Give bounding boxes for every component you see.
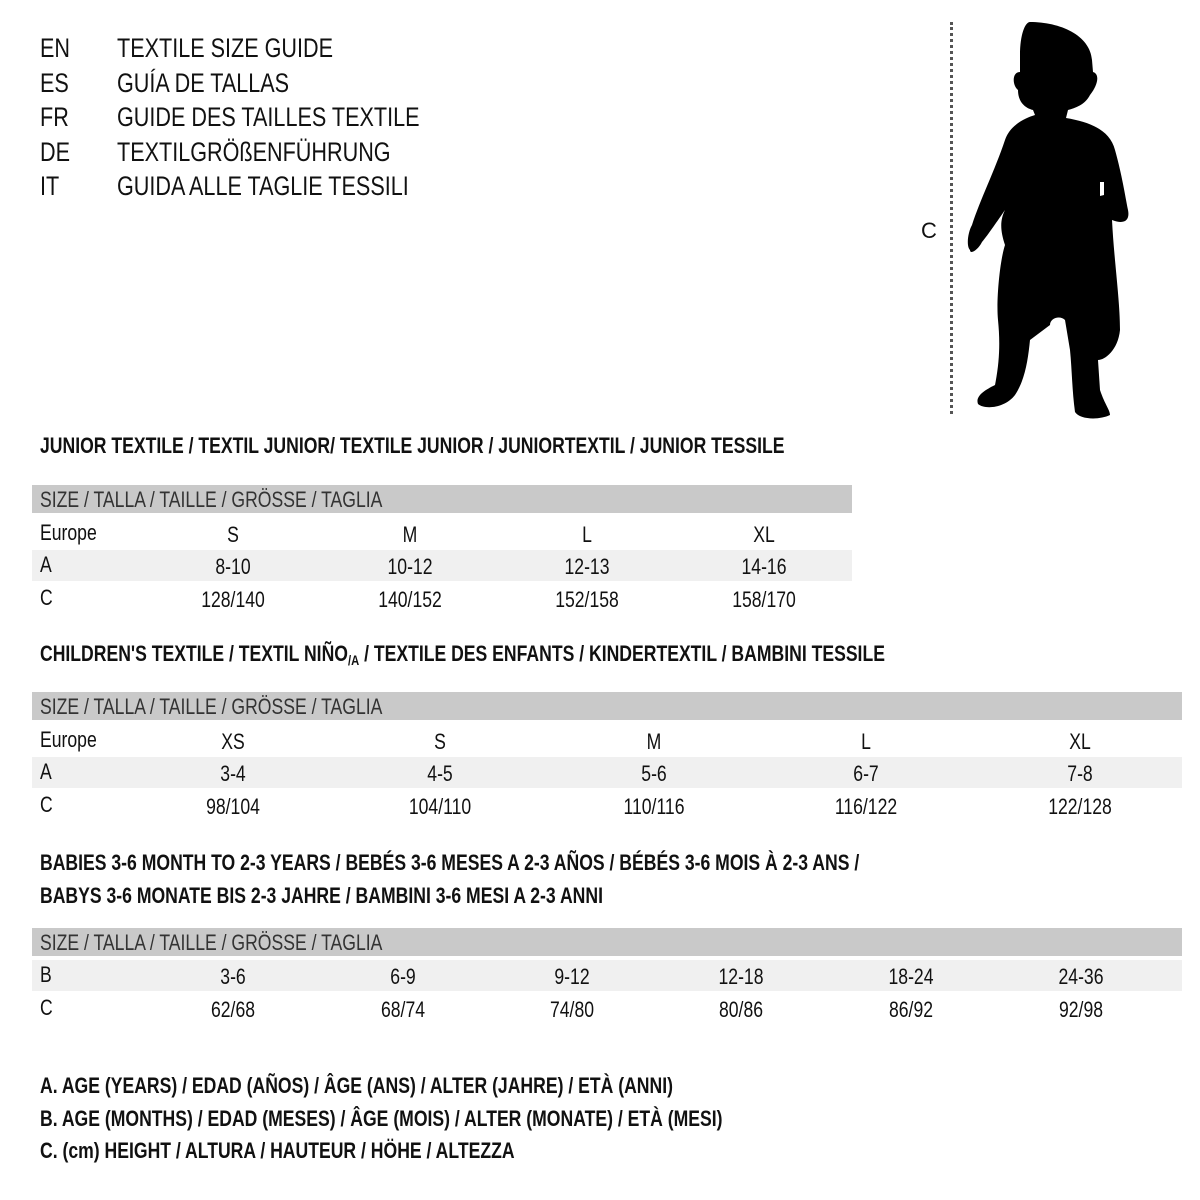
size-header-label: SIZE / TALLA / TAILLE / GRÖSSE / TAGLIA bbox=[40, 694, 383, 719]
lang-code: EN bbox=[40, 33, 71, 63]
table-cell: 92/98 bbox=[1058, 997, 1104, 1022]
table-cell: XL bbox=[753, 522, 775, 547]
row-label: Europe bbox=[40, 727, 97, 752]
table-cell: 18-24 bbox=[888, 964, 934, 989]
row-label: C bbox=[40, 585, 53, 610]
table-row: C 128/140 140/152 152/158 158/170 bbox=[32, 583, 852, 614]
table-row: Europe S M L XL bbox=[32, 518, 852, 549]
figure-label: C bbox=[921, 218, 937, 243]
legend-a: A. AGE (YEARS) / EDAD (AÑOS) / ÂGE (ANS)… bbox=[40, 1073, 673, 1098]
size-header-label: SIZE / TALLA / TAILLE / GRÖSSE / TAGLIA bbox=[40, 487, 383, 512]
lang-title: GUÍA DE TALLAS bbox=[117, 67, 290, 98]
table-cell: XS bbox=[221, 729, 245, 754]
table-cell: 104/110 bbox=[408, 794, 472, 819]
table-cell: L bbox=[582, 522, 592, 547]
table-cell: 74/80 bbox=[549, 997, 595, 1022]
table-cell: XL bbox=[1069, 729, 1091, 754]
table-row: C 98/104 104/110 110/116 116/122 122/128 bbox=[32, 790, 1182, 821]
table-cell: 8-10 bbox=[215, 554, 251, 579]
table-cell: 10-12 bbox=[387, 554, 433, 579]
lang-code: DE bbox=[40, 136, 71, 167]
table-cell: 80/86 bbox=[718, 997, 764, 1022]
size-header-label: SIZE / TALLA / TAILLE / GRÖSSE / TAGLIA bbox=[40, 930, 383, 955]
lang-code: ES bbox=[40, 67, 69, 98]
lang-title: GUIDE DES TAILLES TEXTILE bbox=[117, 102, 420, 132]
size-header-row: SIZE / TALLA / TAILLE / GRÖSSE / TAGLIA bbox=[32, 692, 1182, 720]
table-cell: 158/170 bbox=[732, 587, 796, 612]
table-cell: 6-7 bbox=[853, 761, 879, 786]
table-cell: 5-6 bbox=[641, 761, 667, 786]
table-cell: 12-18 bbox=[718, 964, 764, 989]
table-cell: 24-36 bbox=[1058, 964, 1104, 989]
children-title-part: CHILDREN'S TEXTILE / TEXTIL NIÑO bbox=[40, 641, 348, 666]
children-title-subscript: /A bbox=[347, 652, 360, 668]
table-row: B 3-6 6-9 9-12 12-18 18-24 24-36 bbox=[32, 960, 1182, 991]
table-cell: 62/68 bbox=[210, 997, 256, 1022]
babies-section-title-line2: BABYS 3-6 MONATE BIS 2-3 JAHRE / BAMBINI… bbox=[40, 883, 603, 908]
table-cell: 3-4 bbox=[220, 761, 246, 786]
table-cell: 128/140 bbox=[201, 587, 265, 612]
table-cell: M bbox=[402, 522, 418, 547]
table-cell: 110/116 bbox=[623, 794, 685, 819]
lang-code: IT bbox=[40, 171, 60, 201]
child-silhouette-icon bbox=[967, 22, 1129, 419]
table-cell: S bbox=[227, 522, 239, 547]
lang-title: TEXTILGRÖßENFÜHRUNG bbox=[117, 136, 391, 167]
table-cell: 4-5 bbox=[427, 761, 453, 786]
row-label: A bbox=[40, 759, 52, 784]
table-cell: L bbox=[861, 729, 871, 754]
measure-dotted-line bbox=[950, 22, 953, 414]
children-section-title: CHILDREN'S TEXTILE / TEXTIL NIÑO/A / TEX… bbox=[40, 641, 885, 668]
lang-code: FR bbox=[40, 102, 69, 132]
lang-title: TEXTILE SIZE GUIDE bbox=[117, 33, 334, 63]
legend-b: B. AGE (MONTHS) / EDAD (MESES) / ÂGE (MO… bbox=[40, 1106, 723, 1131]
table-cell: 140/152 bbox=[378, 587, 442, 612]
lang-title: GUIDA ALLE TAGLIE TESSILI bbox=[117, 171, 409, 201]
table-cell: M bbox=[646, 729, 662, 754]
row-label: Europe bbox=[40, 520, 97, 545]
table-cell: 3-6 bbox=[220, 964, 246, 989]
table-row: Europe XS S M L XL bbox=[32, 725, 1182, 756]
table-cell: 14-16 bbox=[741, 554, 787, 579]
table-cell: 9-12 bbox=[554, 964, 590, 989]
babies-section-title-line1: BABIES 3-6 MONTH TO 2-3 YEARS / BEBÉS 3-… bbox=[40, 850, 860, 875]
size-header-row: SIZE / TALLA / TAILLE / GRÖSSE / TAGLIA bbox=[32, 928, 1182, 956]
children-title-part: / TEXTILE DES ENFANTS / KINDERTEXTIL / B… bbox=[359, 641, 885, 666]
row-label: A bbox=[40, 552, 52, 577]
table-cell: 68/74 bbox=[380, 997, 426, 1022]
size-header-row: SIZE / TALLA / TAILLE / GRÖSSE / TAGLIA bbox=[32, 485, 852, 513]
table-cell: 116/122 bbox=[834, 794, 898, 819]
table-row: C 62/68 68/74 74/80 80/86 86/92 92/98 bbox=[32, 993, 1182, 1024]
table-cell: S bbox=[434, 729, 446, 754]
height-figure: C bbox=[900, 10, 1160, 430]
row-label: B bbox=[40, 962, 52, 987]
junior-section-title: JUNIOR TEXTILE / TEXTIL JUNIOR/ TEXTILE … bbox=[40, 433, 785, 458]
row-label: C bbox=[40, 995, 53, 1020]
table-cell: 7-8 bbox=[1067, 761, 1093, 786]
table-row: A 8-10 10-12 12-13 14-16 bbox=[32, 550, 852, 581]
table-cell: 98/104 bbox=[206, 794, 260, 819]
table-cell: 12-13 bbox=[564, 554, 610, 579]
table-cell: 122/128 bbox=[1048, 794, 1112, 819]
table-cell: 86/92 bbox=[888, 997, 934, 1022]
table-cell: 6-9 bbox=[390, 964, 416, 989]
row-label: C bbox=[40, 792, 53, 817]
table-row: A 3-4 4-5 5-6 6-7 7-8 bbox=[32, 757, 1182, 788]
legend-c: C. (cm) HEIGHT / ALTURA / HAUTEUR / HÖHE… bbox=[40, 1138, 515, 1163]
table-cell: 152/158 bbox=[555, 587, 619, 612]
